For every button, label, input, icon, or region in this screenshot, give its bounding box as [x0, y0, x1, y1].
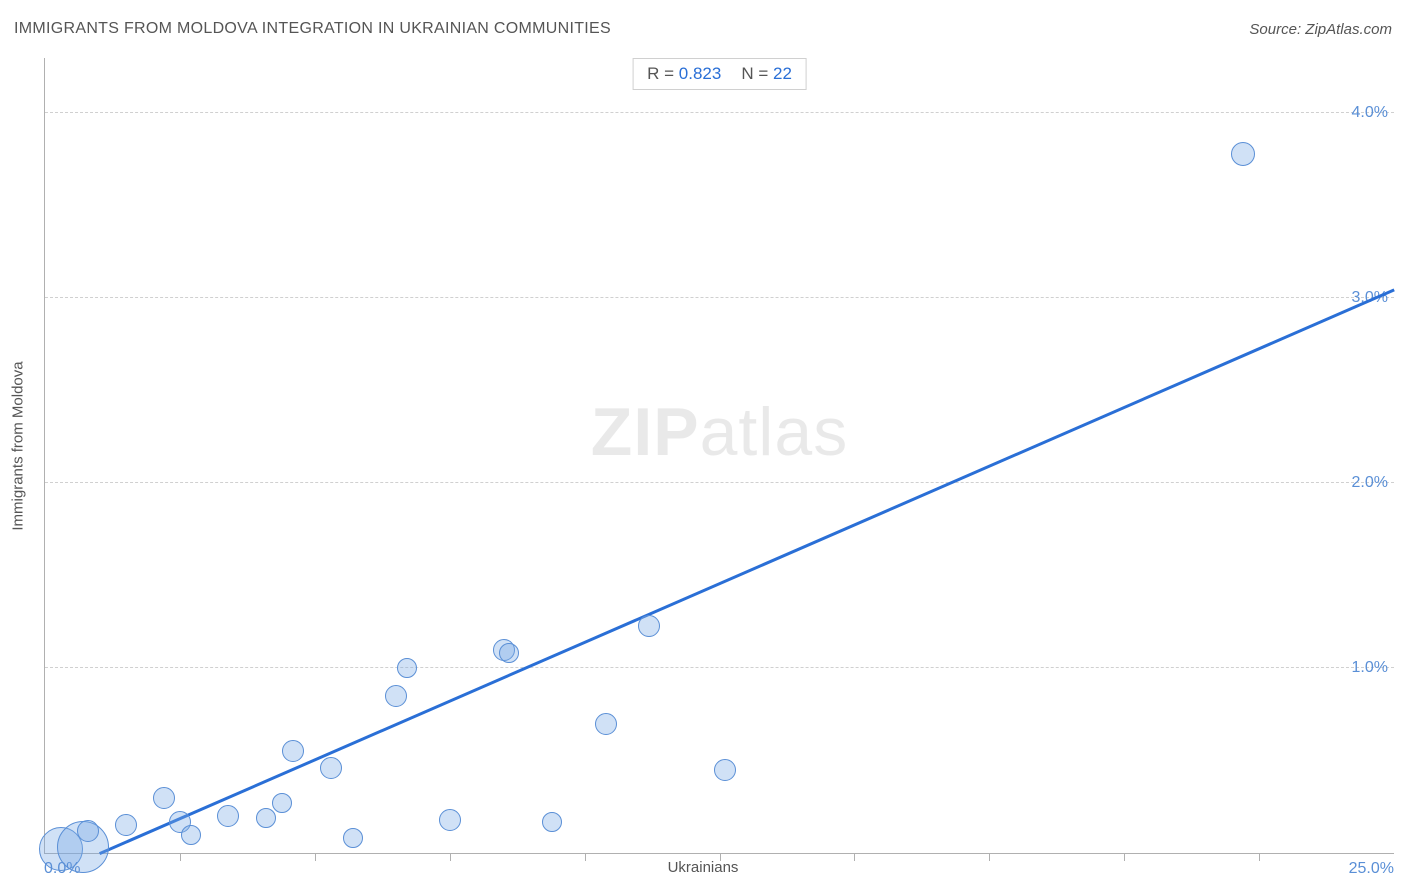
grid-line: [45, 482, 1394, 483]
data-point: [385, 685, 407, 707]
data-point: [595, 713, 617, 735]
data-point: [542, 812, 562, 832]
x-tick-mark: [1124, 853, 1125, 861]
data-point: [320, 757, 342, 779]
data-point: [638, 615, 660, 637]
source-prefix: Source:: [1249, 21, 1305, 38]
data-point: [343, 828, 363, 848]
chart-header: IMMIGRANTS FROM MOLDOVA INTEGRATION IN U…: [14, 20, 1392, 38]
data-point: [272, 793, 292, 813]
source-name: ZipAtlas.com: [1305, 21, 1392, 38]
x-tick-label-min: 0.0%: [44, 860, 80, 878]
y-axis-title: Immigrants from Moldova: [10, 361, 27, 530]
x-tick-mark: [720, 853, 721, 861]
y-tick-label: 1.0%: [1352, 659, 1388, 677]
grid-line: [45, 667, 1394, 668]
data-point: [115, 814, 137, 836]
x-tick-mark: [315, 853, 316, 861]
data-point: [77, 820, 99, 842]
data-point: [397, 658, 417, 678]
data-point: [282, 740, 304, 762]
x-tick-mark: [854, 853, 855, 861]
data-point: [256, 808, 276, 828]
data-point: [153, 787, 175, 809]
x-axis-title: Ukrainians: [668, 859, 739, 876]
r-label: R =: [647, 64, 674, 83]
grid-line: [45, 112, 1394, 113]
data-point: [181, 825, 201, 845]
x-tick-mark: [180, 853, 181, 861]
data-point: [714, 759, 736, 781]
n-value: 22: [773, 64, 792, 83]
n-stat: N = 22: [741, 64, 792, 84]
data-point: [1231, 142, 1255, 166]
x-tick-mark: [585, 853, 586, 861]
x-tick-mark: [1259, 853, 1260, 861]
y-tick-label: 2.0%: [1352, 474, 1388, 492]
y-tick-label: 4.0%: [1352, 104, 1388, 122]
grid-line: [45, 297, 1394, 298]
data-point: [499, 643, 519, 663]
n-label: N =: [741, 64, 768, 83]
x-tick-label-max: 25.0%: [1349, 860, 1394, 878]
watermark-atlas: atlas: [700, 394, 849, 470]
trend-line: [99, 288, 1395, 854]
x-tick-mark: [450, 853, 451, 861]
scatter-chart: R = 0.823 N = 22 ZIPatlas 1.0%2.0%3.0%4.…: [44, 58, 1394, 854]
r-value: 0.823: [679, 64, 722, 83]
watermark: ZIPatlas: [591, 393, 848, 471]
x-tick-mark: [989, 853, 990, 861]
r-stat: R = 0.823: [647, 64, 721, 84]
data-point: [217, 805, 239, 827]
source-credit: Source: ZipAtlas.com: [1249, 21, 1392, 38]
watermark-zip: ZIP: [591, 394, 700, 470]
stats-legend: R = 0.823 N = 22: [632, 58, 807, 90]
chart-title: IMMIGRANTS FROM MOLDOVA INTEGRATION IN U…: [14, 20, 611, 38]
data-point: [439, 809, 461, 831]
